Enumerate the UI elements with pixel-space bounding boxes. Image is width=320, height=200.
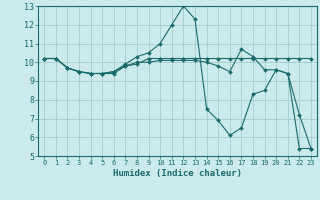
X-axis label: Humidex (Indice chaleur): Humidex (Indice chaleur) xyxy=(113,169,242,178)
